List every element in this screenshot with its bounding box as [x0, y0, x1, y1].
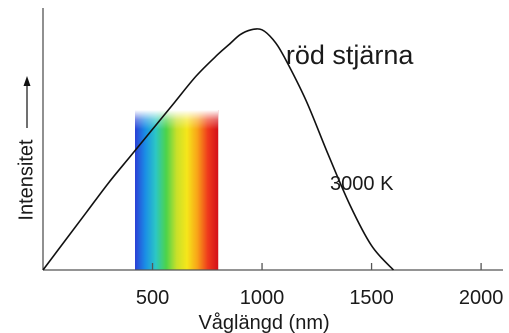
spectrum-top-fade	[135, 110, 219, 270]
x-tick-label: 2000	[459, 287, 504, 309]
y-axis-title-group: Intensitet	[15, 76, 37, 221]
intensity-curve	[42, 28, 395, 271]
visible-spectrum-band	[135, 110, 219, 270]
x-tick-label: 1000	[240, 287, 285, 309]
annotation-red-star: röd stjärna	[286, 40, 415, 70]
x-tick-label: 500	[136, 287, 169, 309]
x-tick-label: 1500	[349, 287, 394, 309]
x-axis-ticks: 500 1000 1500 2000	[136, 263, 504, 309]
y-axis-title: Intensitet	[15, 139, 37, 221]
x-axis-title: Våglängd (nm)	[198, 312, 329, 333]
y-axis-arrow-head	[23, 76, 31, 86]
annotation-temperature: 3000 K	[330, 173, 394, 195]
annotations: röd stjärna 3000 K	[286, 40, 415, 195]
